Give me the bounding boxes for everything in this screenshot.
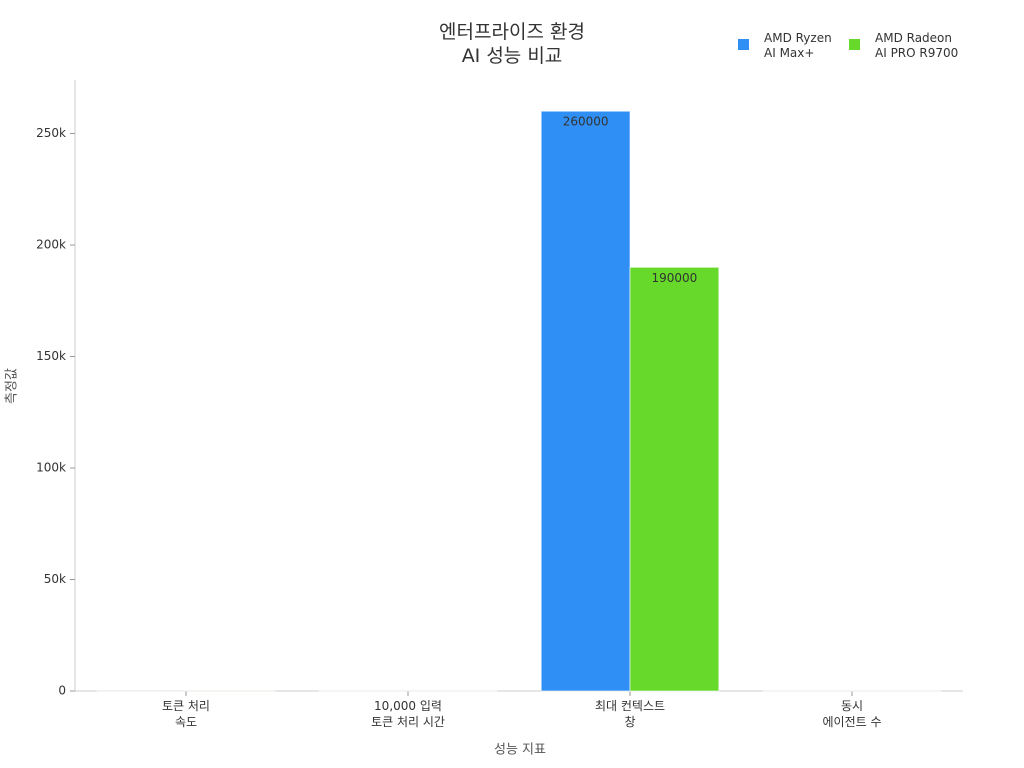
y-tick-label: 150k: [36, 349, 66, 363]
legend-swatch: [738, 39, 749, 50]
legend-label: AMD Radeon AI PRO R9700: [875, 31, 958, 60]
y-tick-label: 0: [58, 684, 66, 698]
y-tick-label: 200k: [36, 238, 66, 252]
bar: [540, 110, 631, 692]
y-tick-label: 250k: [36, 126, 66, 140]
y-tick-label: 100k: [36, 461, 66, 475]
x-tick-label: 10,000 입력 토큰 처리 시간: [371, 699, 445, 729]
bar: [629, 266, 720, 692]
data-label: 260000: [563, 115, 609, 129]
x-tick-label: 최대 컨텍스트 창: [595, 699, 665, 729]
y-tick-label: 50k: [44, 572, 66, 586]
data-label: 190000: [651, 271, 697, 285]
y-axis-label: 측정값: [5, 368, 20, 404]
x-tick-label: 동시 에이전트 수: [822, 699, 881, 729]
x-tick-label: 토큰 처리 속도: [162, 699, 210, 729]
legend-swatch: [849, 39, 860, 50]
legend-label: AMD Ryzen AI Max+: [764, 31, 832, 60]
chart-title: 엔터프라이즈 환경 AI 성능 비교: [439, 21, 585, 67]
x-axis-label: 성능 지표: [494, 743, 546, 758]
